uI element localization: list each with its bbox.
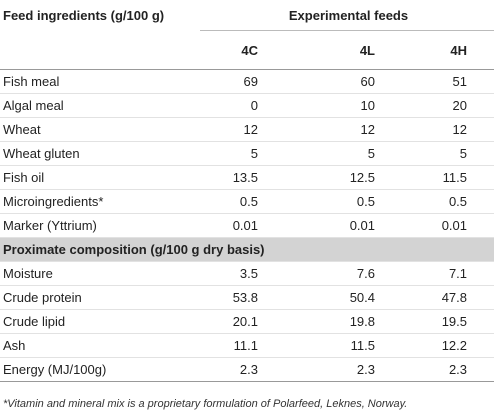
cell: 11.5	[270, 333, 387, 358]
cell: 10	[270, 93, 387, 118]
cell: 0.01	[387, 213, 494, 238]
row-label: Energy (MJ/100g)	[0, 357, 200, 382]
header-row: Feed ingredients (g/100 g) Experimental …	[0, 0, 494, 31]
cell: 2.3	[270, 357, 387, 382]
cell: 53.8	[200, 285, 270, 310]
row-label: Moisture	[0, 261, 200, 286]
cell: 50.4	[270, 285, 387, 310]
cell: 11.1	[200, 333, 270, 358]
cell: 19.5	[387, 309, 494, 334]
data-row: Moisture 3.5 7.6 7.1	[0, 261, 494, 286]
feed-table: Feed ingredients (g/100 g) Experimental …	[0, 0, 494, 382]
cell: 2.3	[387, 357, 494, 382]
data-row: Wheat gluten 5 5 5	[0, 141, 494, 166]
cell: 2.3	[200, 357, 270, 382]
data-row: Marker (Yttrium) 0.01 0.01 0.01	[0, 213, 494, 238]
data-row: Microingredients* 0.5 0.5 0.5	[0, 189, 494, 214]
cell: 12	[200, 117, 270, 142]
data-row: Algal meal 0 10 20	[0, 93, 494, 118]
row-label: Crude lipid	[0, 309, 200, 334]
row-label: Fish oil	[0, 165, 200, 190]
row-label: Ash	[0, 333, 200, 358]
cell: 0.01	[270, 213, 387, 238]
column-row: 4C 4L 4H	[0, 30, 494, 70]
data-row: Crude protein 53.8 50.4 47.8	[0, 285, 494, 310]
data-row: Energy (MJ/100g) 2.3 2.3 2.3	[0, 357, 494, 382]
row-label: Algal meal	[0, 93, 200, 118]
cell: 0.5	[387, 189, 494, 214]
section-title: Proximate composition (g/100 g dry basis…	[0, 237, 494, 262]
cell: 19.8	[270, 309, 387, 334]
row-label: Marker (Yttrium)	[0, 213, 200, 238]
header-title: Feed ingredients (g/100 g)	[3, 7, 165, 23]
row-label: Microingredients*	[0, 189, 200, 214]
cell: 5	[270, 141, 387, 166]
row-label: Wheat	[0, 117, 200, 142]
data-row: Crude lipid 20.1 19.8 19.5	[0, 309, 494, 334]
cell: 0.01	[200, 213, 270, 238]
row-label: Crude protein	[0, 285, 200, 310]
data-row: Wheat 12 12 12	[0, 117, 494, 142]
table-body: Feed ingredients (g/100 g) Experimental …	[0, 0, 494, 382]
blank-cell	[0, 30, 200, 70]
section-row: Proximate composition (g/100 g dry basis…	[0, 237, 494, 262]
cell: 20	[387, 93, 494, 118]
header-group: Experimental feeds	[200, 0, 494, 31]
column-header: 4L	[270, 30, 387, 70]
cell: 12.2	[387, 333, 494, 358]
cell: 0.5	[270, 189, 387, 214]
data-row: Ash 11.1 11.5 12.2	[0, 333, 494, 358]
data-row: Fish meal 69 60 51	[0, 69, 494, 94]
cell: 3.5	[200, 261, 270, 286]
row-label: Fish meal	[0, 69, 200, 94]
cell: 0.5	[200, 189, 270, 214]
data-row: Fish oil 13.5 12.5 11.5	[0, 165, 494, 190]
cell: 20.1	[200, 309, 270, 334]
cell: 12	[387, 117, 494, 142]
row-label: Wheat gluten	[0, 141, 200, 166]
cell: 11.5	[387, 165, 494, 190]
cell: 7.1	[387, 261, 494, 286]
cell: 7.6	[270, 261, 387, 286]
cell: 12.5	[270, 165, 387, 190]
column-header: 4H	[387, 30, 494, 70]
cell: 12	[270, 117, 387, 142]
cell: 0	[200, 93, 270, 118]
column-header: 4C	[200, 30, 270, 70]
cell: 13.5	[200, 165, 270, 190]
cell: 69	[200, 69, 270, 94]
footnote: *Vitamin and mineral mix is a proprietar…	[3, 398, 408, 410]
cell: 5	[387, 141, 494, 166]
cell: 5	[200, 141, 270, 166]
cell: 47.8	[387, 285, 494, 310]
cell: 60	[270, 69, 387, 94]
cell: 51	[387, 69, 494, 94]
